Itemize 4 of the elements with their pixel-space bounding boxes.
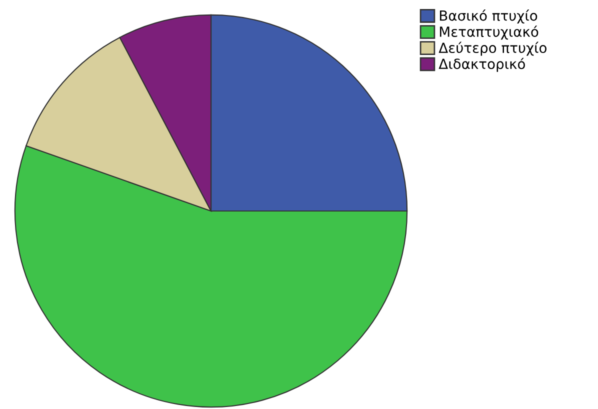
legend-label: Διδακτορικό (438, 58, 525, 72)
legend-label: Δεύτερο πτυχίο (438, 42, 546, 56)
legend-label: Βασικό πτυχίο (440, 10, 538, 24)
legend-label: Μεταπτυχιακό (440, 26, 538, 40)
